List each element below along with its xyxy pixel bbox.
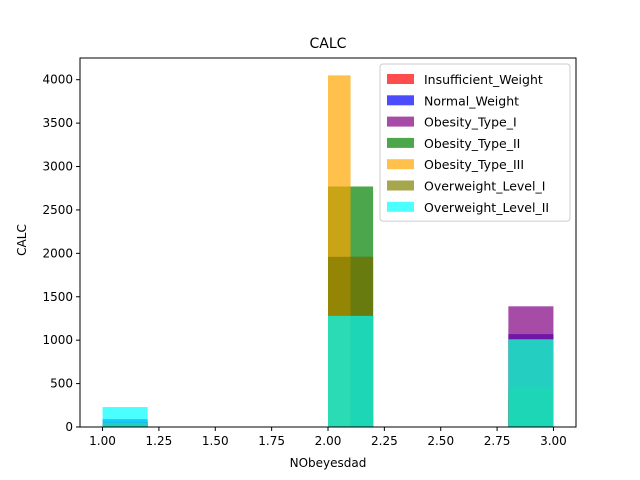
legend-label: Obesity_Type_I <box>424 115 517 130</box>
x-axis-ticks: 1.00 1.25 1.50 1.75 2.00 2.25 2.50 2.75 3.00 <box>89 427 567 448</box>
legend-swatch <box>387 137 414 148</box>
legend-label: Overweight_Level_II <box>424 200 549 215</box>
x-tick-label: 1.75 <box>258 434 285 448</box>
x-axis-label: NObeyesdad <box>290 456 367 470</box>
x-tick-label: 2.50 <box>427 434 454 448</box>
legend-box <box>379 63 571 222</box>
x-tick-label: 2.00 <box>315 434 342 448</box>
legend-label: Overweight_Level_I <box>424 179 545 194</box>
x-tick-label: 2.75 <box>484 434 511 448</box>
y-tick-label: 500 <box>50 377 73 391</box>
legend-swatch <box>387 74 414 84</box>
legend-label: Obesity_Type_III <box>424 157 524 172</box>
legend-swatch <box>387 95 414 106</box>
x-tick-label: 1.25 <box>146 434 173 448</box>
bars-layer <box>102 75 554 427</box>
legend-label: Normal_Weight <box>424 93 519 108</box>
chart-title: CALC <box>310 36 347 52</box>
y-tick-label: 1000 <box>42 333 73 347</box>
y-tick-label: 0 <box>65 420 73 434</box>
legend-label: Obesity_Type_II <box>424 136 520 151</box>
x-tick-label: 1.50 <box>202 434 229 448</box>
y-tick-label: 4000 <box>42 73 73 87</box>
y-tick-label: 3500 <box>42 116 73 130</box>
y-tick-label: 2000 <box>42 246 73 260</box>
y-tick-label: 3000 <box>42 160 73 174</box>
x-tick-label: 1.00 <box>89 434 116 448</box>
y-tick-label: 2500 <box>42 203 73 217</box>
bar-overweight-level-ii-1 <box>328 315 374 427</box>
legend-swatch <box>387 180 414 191</box>
legend-swatch <box>387 159 414 170</box>
bar-overweight-level-ii-2 <box>508 339 554 427</box>
legend-swatch <box>387 201 414 212</box>
legend-swatch <box>387 116 414 127</box>
x-tick-label: 3.00 <box>540 434 567 448</box>
x-tick-label: 2.25 <box>371 434 398 448</box>
y-tick-label: 1500 <box>42 290 73 304</box>
bar-overweight-level-ii-0 <box>102 407 148 427</box>
y-axis-label: CALC <box>15 224 29 256</box>
y-axis-ticks: 0 500 1000 1500 2000 2500 3000 3500 4000 <box>42 73 80 434</box>
legend-label: Insufficient_Weight <box>424 72 543 87</box>
legend: Insufficient_Weight Normal_Weight Obesity_… <box>379 63 571 222</box>
